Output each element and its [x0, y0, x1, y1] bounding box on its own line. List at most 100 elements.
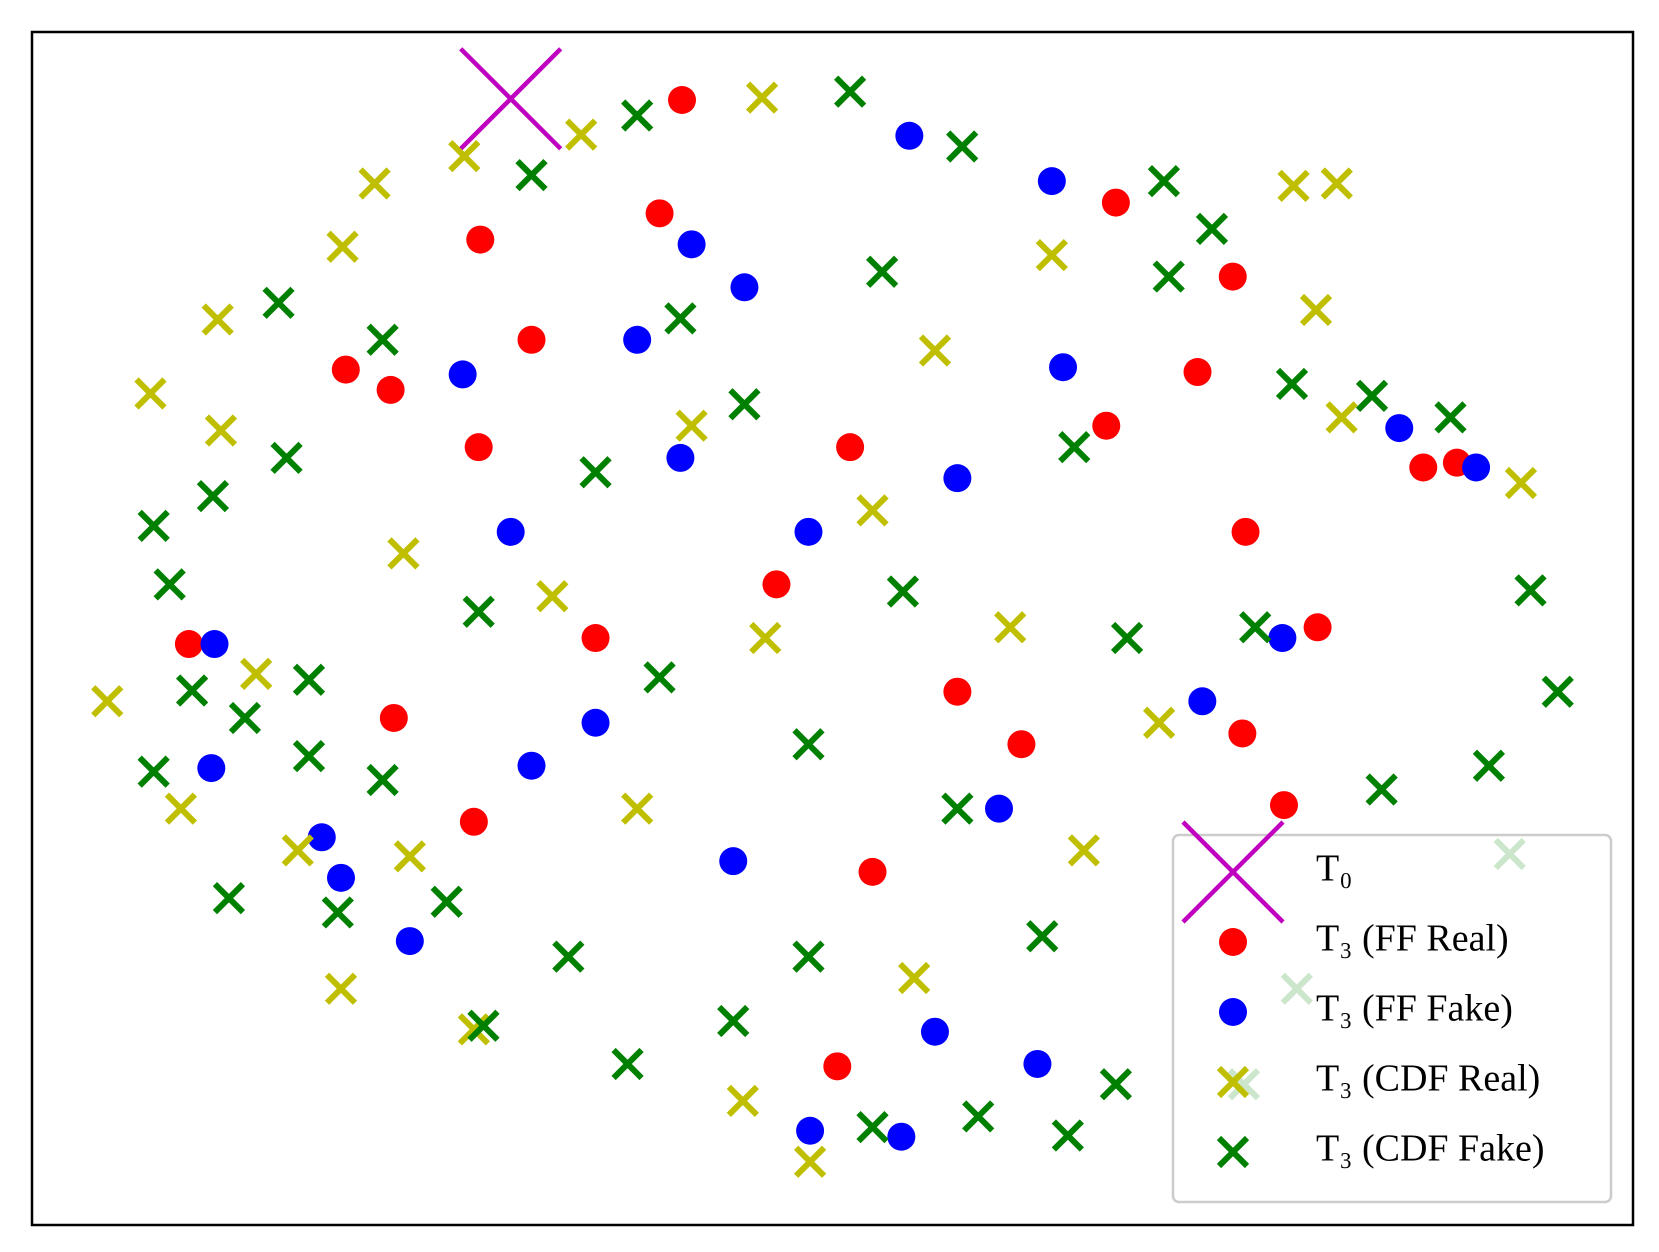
legend-marker — [1216, 1135, 1250, 1169]
point — [1026, 920, 1059, 953]
point — [579, 456, 612, 489]
point — [1325, 401, 1358, 434]
point — [1007, 730, 1036, 759]
point — [201, 303, 234, 336]
point — [1049, 353, 1078, 382]
point — [792, 940, 825, 973]
point — [1365, 773, 1398, 806]
point — [1277, 169, 1310, 203]
legend-marker — [1219, 998, 1247, 1026]
point — [326, 863, 355, 892]
legend-marker — [1219, 928, 1247, 956]
point — [1110, 621, 1144, 655]
point — [1067, 834, 1100, 867]
point — [196, 479, 230, 513]
legend-label: T₃ (FF Fake) — [1316, 988, 1513, 1030]
point — [677, 230, 706, 259]
point — [459, 47, 563, 151]
point — [856, 494, 889, 527]
point — [719, 847, 748, 876]
point — [1099, 1068, 1133, 1101]
point — [430, 885, 463, 918]
point — [1275, 367, 1309, 401]
point — [1239, 611, 1272, 644]
point — [1472, 749, 1506, 782]
plot-area — [91, 47, 1574, 1178]
point — [943, 464, 972, 493]
point — [1101, 188, 1130, 217]
point — [137, 755, 170, 788]
point — [366, 763, 399, 797]
point — [387, 537, 420, 570]
legend-label: T₃ (FF Real) — [1316, 918, 1509, 960]
point — [457, 1013, 490, 1046]
point — [464, 433, 493, 462]
point — [466, 225, 495, 254]
point — [212, 881, 246, 915]
point — [664, 302, 697, 335]
point — [292, 663, 326, 696]
point — [240, 657, 273, 690]
point — [200, 630, 229, 659]
axes-frame — [30, 30, 1635, 1227]
point — [749, 621, 782, 655]
point — [358, 167, 391, 200]
point — [581, 624, 610, 653]
point — [1434, 401, 1467, 434]
legend-marker — [1216, 1065, 1250, 1099]
point — [448, 139, 481, 173]
point — [730, 273, 759, 302]
point — [793, 1145, 827, 1178]
point — [1514, 574, 1547, 607]
point — [611, 1047, 644, 1081]
point — [281, 834, 314, 867]
point — [1409, 453, 1438, 482]
point — [552, 940, 585, 973]
point — [1183, 358, 1212, 387]
point — [856, 1111, 889, 1144]
point — [565, 118, 598, 151]
point — [717, 1004, 750, 1038]
legend-label: T₃ (CDF Fake) — [1316, 1128, 1545, 1170]
point — [886, 575, 920, 608]
point — [331, 355, 360, 384]
point — [581, 708, 610, 737]
point — [270, 441, 303, 475]
legend-label: T₃ (CDF Real) — [1316, 1058, 1540, 1100]
point — [536, 580, 569, 613]
point — [91, 685, 124, 718]
point — [1147, 165, 1181, 198]
point — [762, 570, 791, 599]
point — [918, 334, 952, 367]
point — [1023, 1049, 1052, 1078]
legend: T₀ T₃ (FF Real) T₃ (FF Fake) T₃ (CDF Real) T… — [1171, 820, 1613, 1204]
point — [1269, 791, 1298, 820]
point — [1299, 293, 1333, 327]
point — [946, 130, 979, 163]
point — [621, 792, 654, 825]
point — [962, 1100, 995, 1133]
point — [943, 677, 972, 706]
point — [623, 325, 652, 354]
point — [1231, 517, 1260, 546]
point — [467, 1009, 500, 1042]
point — [1228, 719, 1257, 748]
point — [1355, 379, 1389, 412]
point — [462, 595, 495, 628]
point — [395, 927, 424, 956]
point — [175, 674, 209, 707]
point — [228, 701, 262, 735]
point — [134, 377, 167, 410]
point — [1320, 167, 1353, 200]
point — [895, 121, 924, 150]
point — [621, 99, 654, 132]
point — [326, 230, 359, 263]
point — [941, 792, 974, 825]
point — [1058, 431, 1091, 464]
legend-frame — [1171, 833, 1613, 1204]
point — [1092, 411, 1121, 440]
point — [836, 433, 865, 462]
point — [307, 823, 336, 852]
point — [794, 517, 823, 546]
